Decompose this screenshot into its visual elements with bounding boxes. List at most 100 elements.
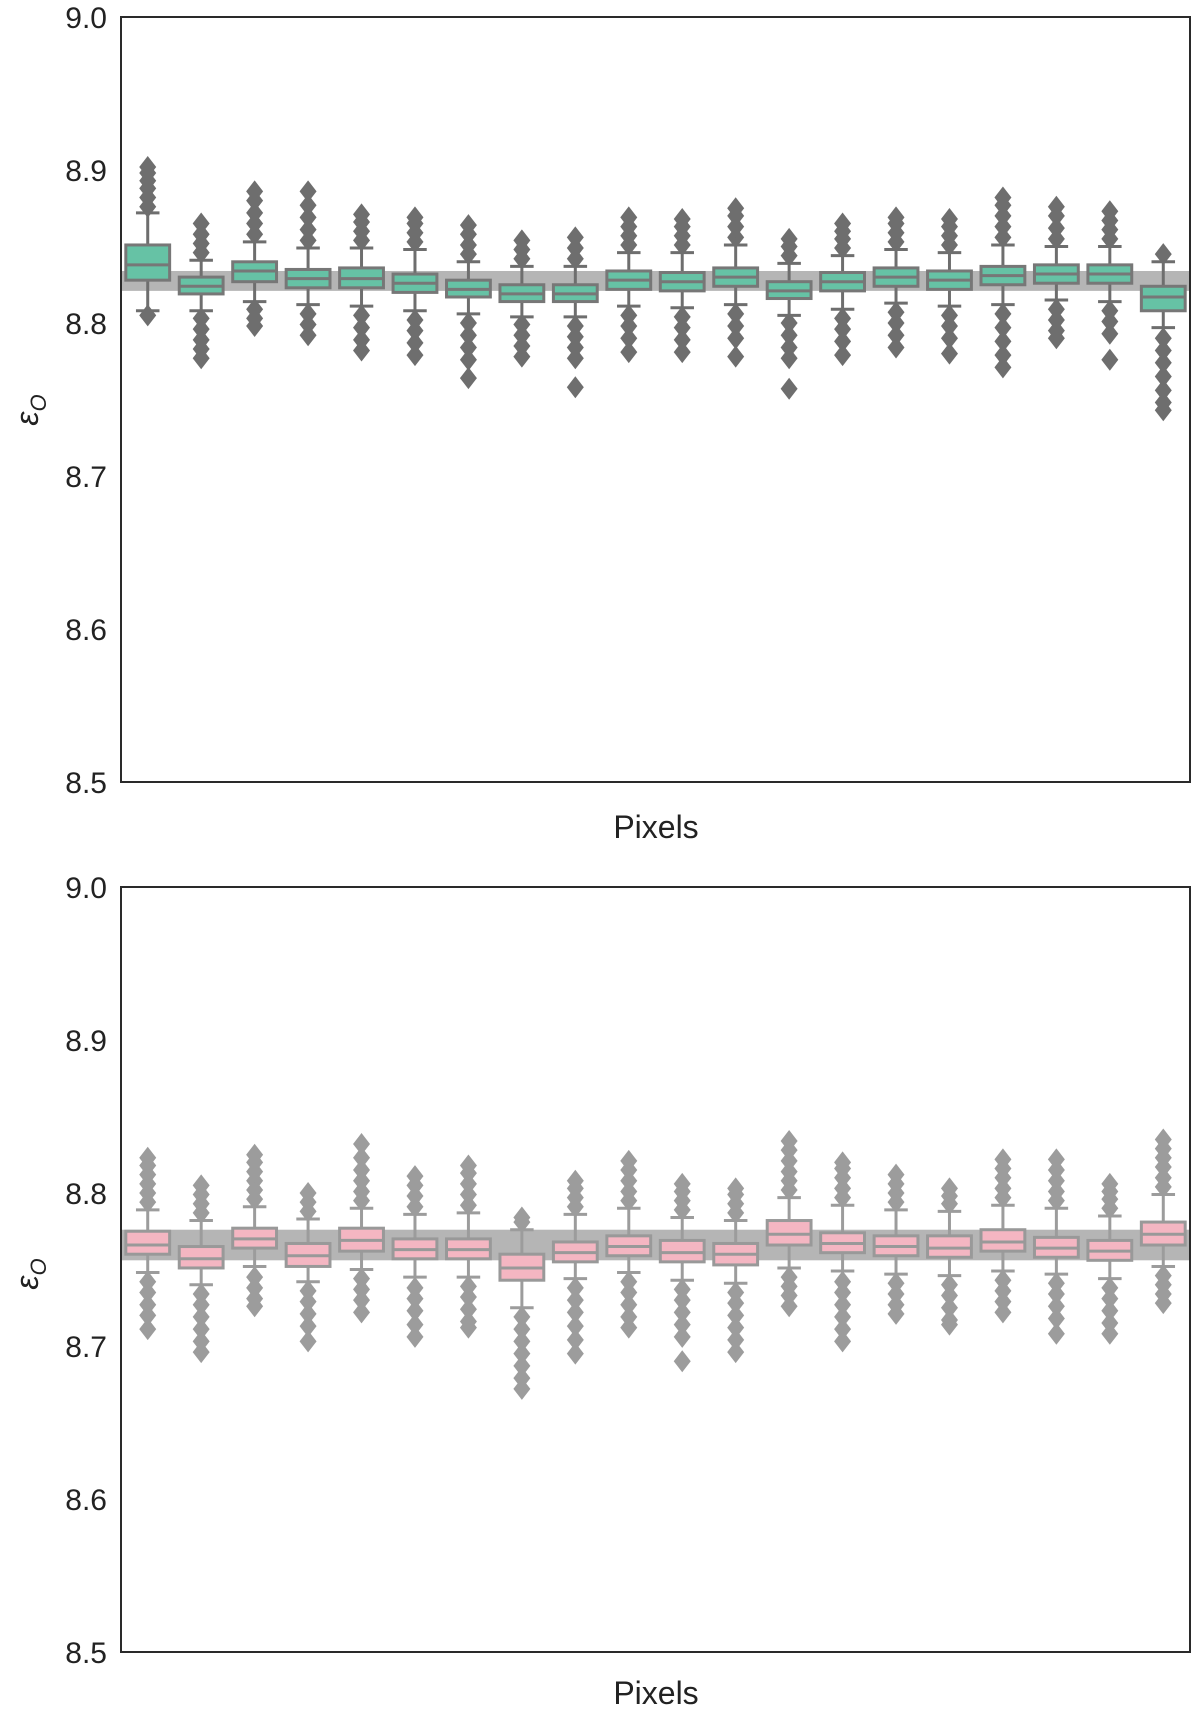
chart-panel-top: 8.5 8.6 8.7 8.8 8.9 9.0 Pixels εO bbox=[9, 2, 1191, 845]
flier-high bbox=[620, 206, 638, 229]
flier-low bbox=[246, 315, 264, 338]
flier-high bbox=[994, 1148, 1012, 1171]
reference-band bbox=[121, 1229, 1190, 1261]
flier-low bbox=[1154, 339, 1172, 362]
flier-high bbox=[299, 180, 317, 203]
flier-low bbox=[940, 1296, 958, 1319]
y-tick-label: 8.7 bbox=[65, 461, 107, 494]
flier-high bbox=[406, 206, 424, 229]
box-8 bbox=[498, 229, 546, 368]
box-iqr bbox=[658, 1238, 706, 1264]
flier-low bbox=[834, 330, 852, 353]
flier-low bbox=[192, 1305, 210, 1328]
flier-low bbox=[1101, 310, 1119, 333]
x-axis-label: Pixels bbox=[613, 809, 698, 845]
box-9 bbox=[551, 1169, 599, 1365]
box-8 bbox=[498, 1206, 546, 1400]
x-axis-label: Pixels bbox=[613, 1675, 698, 1711]
flier-high bbox=[192, 212, 210, 235]
flier-low bbox=[994, 302, 1012, 325]
flier-low bbox=[1154, 1292, 1172, 1315]
flier-low bbox=[673, 1325, 691, 1348]
flier-low bbox=[139, 1318, 157, 1341]
flier-low bbox=[1101, 1322, 1119, 1345]
flier-low bbox=[673, 341, 691, 364]
flier-high bbox=[139, 155, 157, 178]
y-axis-label: εO bbox=[9, 1258, 51, 1289]
flier-high bbox=[299, 194, 317, 217]
flier-low bbox=[299, 1290, 317, 1313]
flier-low bbox=[513, 345, 531, 368]
box-iqr bbox=[979, 1228, 1027, 1253]
box-12 bbox=[712, 1177, 760, 1364]
y-tick-label: 8.6 bbox=[65, 614, 107, 647]
box-19 bbox=[1086, 200, 1134, 371]
flier-low bbox=[513, 1354, 531, 1377]
flier-high bbox=[994, 186, 1012, 209]
flier-low bbox=[353, 339, 371, 362]
flier-high bbox=[139, 1146, 157, 1169]
flier-low bbox=[727, 1292, 745, 1315]
flier-low bbox=[406, 319, 424, 342]
box-7 bbox=[445, 1154, 492, 1339]
y-axis-label: εO bbox=[9, 394, 51, 425]
flier-low bbox=[459, 1286, 477, 1309]
flier-low bbox=[994, 1301, 1012, 1324]
flier-high bbox=[887, 206, 905, 229]
flier-low bbox=[353, 304, 371, 327]
box-20 bbox=[1139, 1128, 1187, 1315]
flier-low bbox=[566, 376, 584, 399]
box-9 bbox=[551, 226, 599, 399]
flier-low bbox=[566, 1328, 584, 1351]
flier-low bbox=[780, 377, 798, 400]
flier-low bbox=[834, 344, 852, 367]
flier-low bbox=[887, 336, 905, 359]
flier-high bbox=[1047, 217, 1065, 240]
flier-low bbox=[834, 1330, 852, 1353]
box-11 bbox=[658, 207, 706, 364]
flier-low bbox=[406, 1325, 424, 1348]
y-tick-label: 8.7 bbox=[65, 1331, 107, 1364]
flier-high bbox=[459, 214, 477, 237]
flier-low bbox=[727, 302, 745, 325]
box-iqr bbox=[124, 243, 172, 282]
flier-low bbox=[1154, 399, 1172, 422]
boxplot-chart-top: 8.5 8.6 8.7 8.8 8.9 9.0 Pixels εO bbox=[9, 2, 1191, 845]
flier-low bbox=[673, 1313, 691, 1336]
flier-high bbox=[940, 207, 958, 230]
flier-low bbox=[513, 1377, 531, 1400]
flier-low bbox=[727, 315, 745, 338]
flier-low bbox=[994, 330, 1012, 353]
flier-high bbox=[406, 1165, 424, 1188]
flier-low bbox=[139, 1281, 157, 1304]
box-18 bbox=[1032, 1148, 1080, 1345]
flier-low bbox=[1154, 379, 1172, 402]
flier-low bbox=[673, 316, 691, 339]
flier-low bbox=[1154, 351, 1172, 374]
flier-low bbox=[940, 1313, 958, 1336]
flier-low bbox=[246, 1295, 264, 1318]
box-14 bbox=[819, 212, 866, 367]
flier-low bbox=[887, 1302, 905, 1325]
flier-low bbox=[566, 1289, 584, 1312]
flier-low bbox=[513, 1305, 531, 1328]
flier-low bbox=[566, 1276, 584, 1299]
flier-low bbox=[459, 1316, 477, 1339]
flier-low bbox=[1047, 1295, 1065, 1318]
flier-low bbox=[406, 1299, 424, 1322]
flier-low bbox=[353, 1301, 371, 1324]
box-16 bbox=[926, 1177, 973, 1336]
box-14 bbox=[819, 1151, 866, 1353]
flier-high bbox=[459, 1154, 477, 1177]
flier-low bbox=[834, 1318, 852, 1341]
flier-high bbox=[673, 207, 691, 230]
reference-band bbox=[121, 270, 1190, 291]
flier-low bbox=[299, 324, 317, 347]
flier-low bbox=[887, 312, 905, 334]
flier-high bbox=[834, 1151, 852, 1174]
flier-low bbox=[994, 316, 1012, 339]
box-iqr bbox=[926, 1234, 973, 1259]
flier-high bbox=[566, 1169, 584, 1192]
box-18 bbox=[1032, 195, 1080, 350]
box-3 bbox=[231, 180, 279, 338]
